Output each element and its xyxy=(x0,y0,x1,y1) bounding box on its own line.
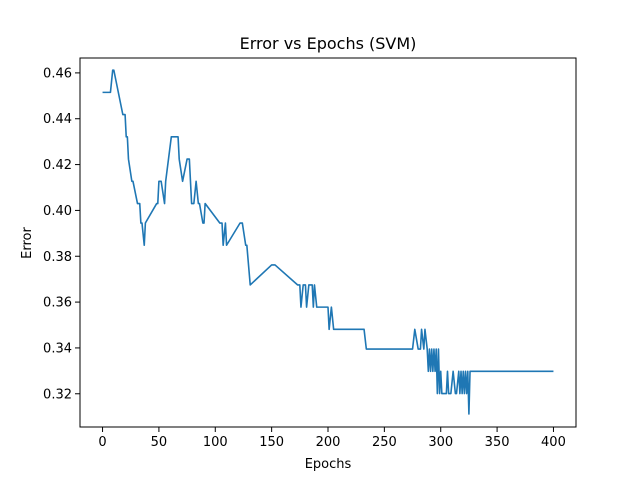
y-tick-label: 0.42 xyxy=(43,158,72,173)
x-tick-label: 50 xyxy=(151,435,168,450)
x-tick-label: 350 xyxy=(485,435,510,450)
series-layer xyxy=(102,69,554,415)
y-tick-label: 0.46 xyxy=(43,66,72,81)
plot-area: 0 50 100 150 200 250 300 350 400 0.320.340.360.3… xyxy=(43,57,577,450)
y-tick-label: 0.38 xyxy=(43,250,72,265)
x-tick-label: 100 xyxy=(203,435,228,450)
x-axis: 0 50 100 150 200 250 300 350 400 xyxy=(98,427,566,450)
x-tick-label: 0 xyxy=(98,435,106,450)
y-tick-label: 0.34 xyxy=(43,341,72,356)
x-axis-label: Epochs xyxy=(305,457,352,472)
x-tick-label: 300 xyxy=(428,435,453,450)
y-tick-label: 0.40 xyxy=(43,204,72,219)
x-tick-label: 150 xyxy=(259,435,284,450)
y-tick-label: 0.32 xyxy=(43,387,72,402)
y-axis: 0.32 0.34 0.36 0.38 0.40 0.42 0.44 0.46 xyxy=(43,66,80,402)
x-tick-label: 400 xyxy=(541,435,566,450)
chart-title: Error vs Epochs (SVM) xyxy=(240,34,417,53)
axes-frame xyxy=(79,57,577,428)
y-tick-label: 0.44 xyxy=(43,112,72,127)
y-axis-label: Error xyxy=(20,227,35,259)
x-tick-label: 200 xyxy=(316,435,341,450)
x-tick-label: 250 xyxy=(372,435,397,450)
y-tick-label: 0.36 xyxy=(43,296,72,311)
series-line-0 xyxy=(102,69,554,415)
